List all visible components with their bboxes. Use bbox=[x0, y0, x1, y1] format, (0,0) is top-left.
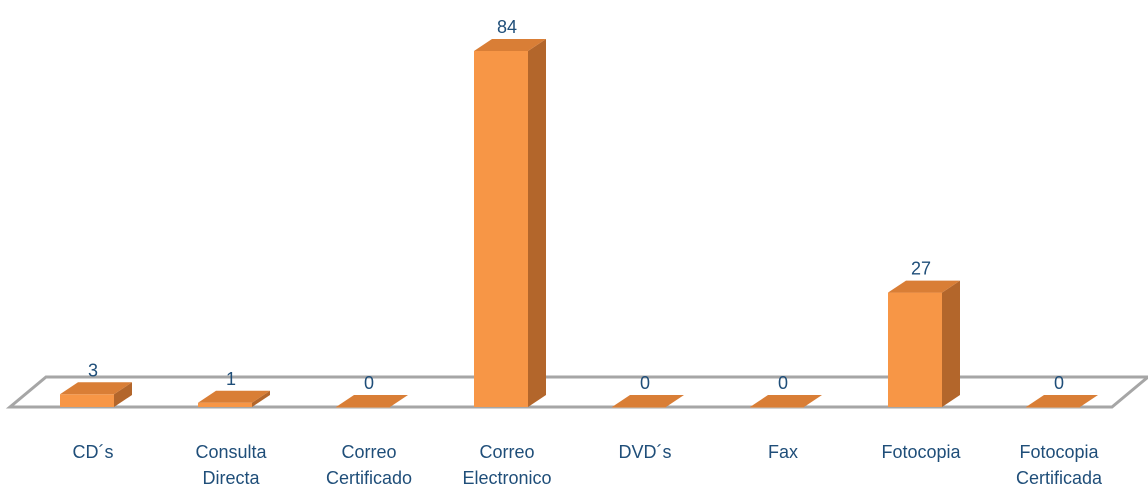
bars-group bbox=[60, 39, 1098, 408]
bar-7 bbox=[1026, 395, 1098, 408]
chart-floor bbox=[5, 375, 1148, 409]
bar-6-front bbox=[888, 292, 942, 407]
category-label-0: CD´s bbox=[73, 442, 114, 462]
bar-3-side bbox=[528, 39, 546, 407]
category-label-5: Fax bbox=[768, 442, 798, 462]
category-label-1: Consulta Directa bbox=[195, 442, 267, 488]
data-label-1: 1 bbox=[226, 369, 236, 389]
data-label-6: 27 bbox=[911, 259, 931, 279]
data-label-0: 3 bbox=[88, 360, 98, 380]
category-labels-group: CD´s Consulta Directa Correo Certificado Corr… bbox=[73, 442, 1104, 488]
bar-5-front bbox=[750, 407, 804, 408]
bar-0-side bbox=[114, 382, 132, 407]
category-label-6: Fotocopia bbox=[881, 442, 961, 462]
category-label-2: Correo Certificado bbox=[326, 442, 412, 488]
bar-6-side bbox=[942, 280, 960, 407]
bar-3 bbox=[474, 39, 546, 407]
data-labels-group: 3 1 0 84 0 0 27 0 bbox=[88, 17, 1064, 393]
bar-0 bbox=[60, 382, 132, 407]
bar-5-top bbox=[750, 395, 822, 407]
bar-4-front bbox=[612, 407, 666, 408]
bar-1-top bbox=[198, 390, 270, 403]
bar-2-top bbox=[336, 395, 408, 407]
data-label-7: 0 bbox=[1054, 373, 1064, 393]
category-label-7: Fotocopia Certificada bbox=[1016, 442, 1103, 488]
bar-3-front bbox=[474, 51, 528, 407]
bar-1-front bbox=[198, 402, 252, 407]
data-label-3: 84 bbox=[497, 17, 517, 37]
bar-6 bbox=[888, 280, 960, 407]
bar-0-front bbox=[60, 394, 114, 407]
bar-7-top bbox=[1026, 395, 1098, 407]
bar-7-front bbox=[1026, 407, 1080, 408]
bar-4-top bbox=[612, 395, 684, 407]
category-label-3: Correo Electronico bbox=[462, 442, 551, 488]
bar-2-front bbox=[336, 407, 390, 408]
bar-1 bbox=[198, 390, 270, 407]
bar-4 bbox=[612, 395, 684, 408]
bar-5 bbox=[750, 395, 822, 408]
bar-1-side bbox=[252, 390, 270, 407]
category-label-4: DVD´s bbox=[619, 442, 672, 462]
bar-3-top bbox=[474, 39, 546, 51]
bar-2 bbox=[336, 395, 408, 408]
data-label-2: 0 bbox=[364, 373, 374, 393]
data-label-4: 0 bbox=[640, 373, 650, 393]
bar-6-top bbox=[888, 280, 960, 293]
bar-0-top bbox=[60, 382, 132, 395]
data-label-5: 0 bbox=[778, 373, 788, 393]
